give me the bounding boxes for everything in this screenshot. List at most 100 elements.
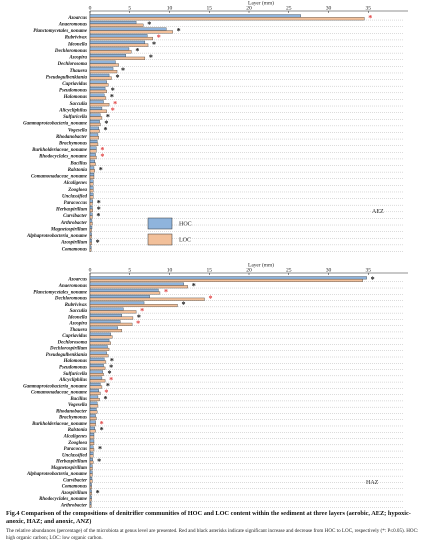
bar-loc xyxy=(89,341,111,345)
significance-asterisk: * xyxy=(96,488,100,497)
bar-loc xyxy=(89,454,94,458)
bar-hoc xyxy=(89,445,94,449)
bar-loc xyxy=(89,404,99,408)
bar-loc xyxy=(89,460,94,464)
category-label: Brachymonas xyxy=(58,142,87,147)
x-tick-label: 15 xyxy=(206,268,212,274)
category-label: Unclassified xyxy=(62,194,88,199)
bar-hoc xyxy=(89,408,97,411)
bar-hoc xyxy=(89,100,104,104)
bar-hoc xyxy=(89,288,159,292)
bar-hoc xyxy=(89,67,114,71)
bar-loc xyxy=(89,215,93,219)
bar-loc xyxy=(89,142,99,146)
category-label: Planctomycetales_noname xyxy=(33,29,88,34)
bar-hoc xyxy=(89,80,107,84)
significance-asterisk: * xyxy=(104,388,108,397)
significance-asterisk: * xyxy=(110,357,114,366)
bar-loc xyxy=(89,441,95,445)
category-label: Vogesella xyxy=(68,128,88,133)
category-label: Planctomycetales_noname xyxy=(33,290,88,295)
bar-loc xyxy=(89,162,96,166)
bar-loc xyxy=(89,23,144,27)
bar-hoc xyxy=(89,219,93,223)
x-tick-label: 35 xyxy=(365,268,371,274)
bar-hoc xyxy=(89,186,94,190)
bar-hoc xyxy=(89,382,101,386)
significance-asterisk: * xyxy=(208,294,212,303)
figure-caption-title: Fig.4 Comparison of the compositions of … xyxy=(6,510,411,525)
significance-asterisk: * xyxy=(371,275,375,284)
bar-hoc xyxy=(89,295,150,299)
bar-loc xyxy=(89,182,94,186)
category-label: Ralstonia xyxy=(68,428,88,433)
significance-asterisk: * xyxy=(108,369,112,378)
category-label: Unclassified xyxy=(62,453,88,458)
category-label: Paracoccus xyxy=(64,201,87,206)
category-label: Vogesella xyxy=(68,403,88,408)
bar-hoc xyxy=(89,106,103,111)
bar-loc xyxy=(89,467,93,471)
bar-hoc xyxy=(89,206,93,210)
bar-loc xyxy=(89,347,110,351)
bar-hoc xyxy=(89,239,92,243)
figure-caption-note: The relative abundances (percentage) of … xyxy=(6,528,419,541)
category-label: Rhodanobacter xyxy=(56,135,87,140)
category-label: Dechloromonas xyxy=(54,297,87,302)
chart-panel-aez: Layer (mm) 0 5 10 15 20 25 30 35 Azoarcus * Anaerom… xyxy=(23,0,408,252)
chart-panel-haz: Layer (mm) 0 5 10 15 20 25 30 35 Azoarcus * Anaerom… xyxy=(23,262,408,508)
significance-asterisk: * xyxy=(137,313,141,322)
bar-loc xyxy=(89,429,96,433)
bar-hoc xyxy=(89,414,96,418)
category-label: Herbaspirillum xyxy=(55,460,87,465)
category-label: Bacillus xyxy=(69,161,87,166)
category-label: Alicycliphilus xyxy=(58,108,87,113)
bar-loc xyxy=(89,248,92,252)
bar-loc xyxy=(89,122,101,127)
bar-hoc xyxy=(89,245,92,249)
bar-loc xyxy=(89,36,153,41)
bar-hoc xyxy=(89,27,167,31)
bar-loc xyxy=(89,222,93,226)
category-label: Rhodanobacter xyxy=(56,409,87,414)
bar-loc xyxy=(89,473,93,477)
category-label: Comamonas xyxy=(62,485,87,490)
bar-loc xyxy=(89,366,106,370)
category-label: Azoarcus xyxy=(67,16,87,21)
bar-loc xyxy=(89,83,109,87)
category-label: Sacculia xyxy=(70,102,88,107)
category-label: Cupriavidus xyxy=(62,82,87,87)
x-tick-label: 35 xyxy=(365,6,371,12)
significance-asterisk: * xyxy=(149,53,153,62)
bar-hoc xyxy=(89,339,110,343)
category-label: Ideonella xyxy=(67,42,88,47)
category-label: Curvibacter xyxy=(63,214,87,219)
significance-asterisk: * xyxy=(109,375,113,384)
category-label: Alcaligenes xyxy=(63,434,87,439)
bar-hoc xyxy=(89,495,92,499)
category-label: Ideonella xyxy=(67,315,88,320)
significance-asterisk: * xyxy=(106,382,110,391)
category-label: Pseudogulbenkiania xyxy=(46,353,88,358)
bar-loc xyxy=(89,385,103,389)
bar-hoc xyxy=(89,426,95,430)
bar-hoc xyxy=(89,173,95,177)
significance-asterisk: * xyxy=(97,205,101,214)
bar-hoc xyxy=(89,502,92,506)
category-label: Pseudomonas xyxy=(59,89,87,94)
bar-loc xyxy=(89,360,107,364)
category-label: Azospirillum xyxy=(60,491,87,496)
bar-loc xyxy=(89,208,93,212)
category-label: Halomonas xyxy=(63,95,87,100)
bar-hoc xyxy=(89,476,93,480)
bar-loc xyxy=(89,175,95,179)
bar-loc xyxy=(89,498,92,502)
category-label: Azoarcus xyxy=(67,278,87,283)
bar-hoc xyxy=(89,232,92,236)
significance-asterisk: * xyxy=(135,46,139,55)
bar-loc xyxy=(89,423,96,427)
bar-loc xyxy=(89,50,132,54)
x-tick-label: 30 xyxy=(326,268,332,274)
bar-loc xyxy=(89,136,99,140)
bar-hoc xyxy=(89,139,98,144)
